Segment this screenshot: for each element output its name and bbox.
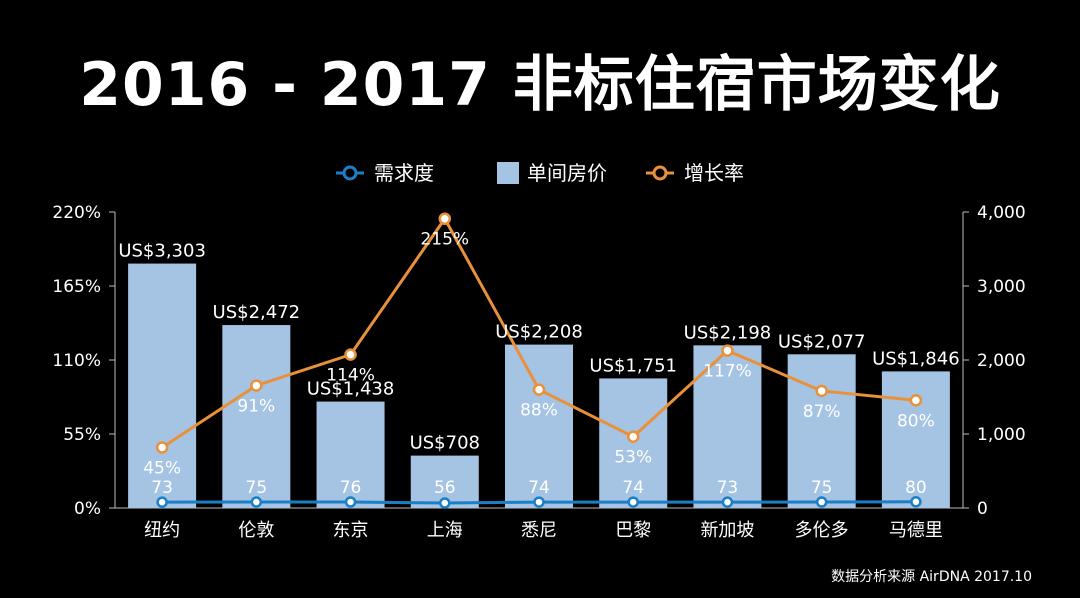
demand-point xyxy=(156,496,168,508)
price-bar xyxy=(316,401,385,508)
x-axis-category-label: 东京 xyxy=(333,520,369,541)
left-axis-tick-label: 110% xyxy=(52,351,101,371)
growth-data-label: 117% xyxy=(703,362,752,382)
price-data-label: US$1,438 xyxy=(307,379,395,400)
price-bar xyxy=(128,263,197,508)
right-axis-tick-label: 1,000 xyxy=(977,425,1026,445)
price-data-label: US$2,472 xyxy=(213,302,301,323)
price-data-label: US$2,208 xyxy=(495,322,583,343)
demand-data-label: 74 xyxy=(528,478,550,498)
demand-point xyxy=(627,496,639,508)
legend-swatch-marker xyxy=(652,165,668,181)
growth-point xyxy=(909,394,923,407)
demand-point xyxy=(344,496,357,508)
demand-data-label: 76 xyxy=(340,478,362,498)
price-data-label: US$708 xyxy=(410,433,480,454)
x-axis-category-label: 伦敦 xyxy=(238,520,274,541)
legend-swatch-marker xyxy=(342,165,358,181)
demand-point xyxy=(721,496,734,508)
right-axis-tick-label: 3,000 xyxy=(977,277,1026,297)
growth-data-label: 91% xyxy=(237,397,275,417)
growth-point xyxy=(626,430,640,443)
demand-data-label: 73 xyxy=(151,478,173,498)
legend-label: 单间房价 xyxy=(527,161,607,185)
growth-point xyxy=(532,383,546,396)
x-axis-category-label: 上海 xyxy=(427,520,463,541)
data-source-note: 数据分析来源 AirDNA 2017.10 xyxy=(831,569,1032,585)
growth-point xyxy=(721,344,734,357)
growth-point xyxy=(155,441,169,454)
demand-data-label: 74 xyxy=(622,478,644,498)
demand-point xyxy=(815,496,828,508)
price-data-label: US$3,303 xyxy=(118,241,206,262)
growth-data-label: 215% xyxy=(420,230,469,250)
x-axis-category-label: 悉尼 xyxy=(521,520,557,541)
left-axis-tick-label: 0% xyxy=(74,499,101,519)
legend-label: 增长率 xyxy=(684,161,744,185)
right-axis-tick-label: 4,000 xyxy=(977,203,1026,223)
demand-point xyxy=(533,496,545,508)
price-data-label: US$1,751 xyxy=(589,355,677,376)
x-axis-category-label: 马德里 xyxy=(889,520,943,541)
left-axis-tick-label: 165% xyxy=(52,277,101,297)
demand-point xyxy=(250,496,263,508)
right-axis-tick-label: 0 xyxy=(977,499,988,519)
demand-data-label: 80 xyxy=(905,478,927,498)
legend-label: 需求度 xyxy=(374,161,434,185)
price-data-label: US$2,077 xyxy=(778,331,866,352)
growth-point xyxy=(344,348,357,361)
legend-swatch-bar xyxy=(497,162,519,184)
growth-point xyxy=(815,384,828,398)
left-axis-tick-label: 220% xyxy=(52,203,101,223)
growth-point xyxy=(250,379,263,392)
demand-data-label: 75 xyxy=(811,478,833,498)
growth-data-label: 45% xyxy=(143,458,181,478)
demand-point xyxy=(439,497,451,509)
growth-data-label: 114% xyxy=(326,366,375,386)
x-axis-category-label: 巴黎 xyxy=(615,520,651,541)
growth-point xyxy=(438,212,452,225)
price-bar xyxy=(505,344,573,508)
growth-data-label: 53% xyxy=(614,448,652,468)
x-axis-category-label: 新加坡 xyxy=(700,520,754,541)
chart-title: 2016 - 2017 非标住宿市场变化 xyxy=(79,50,1001,120)
x-axis-category-label: 多伦多 xyxy=(795,520,849,541)
left-axis-tick-label: 55% xyxy=(63,425,101,445)
x-axis-category-label: 纽约 xyxy=(144,520,180,541)
price-bar xyxy=(222,325,291,508)
growth-data-label: 87% xyxy=(803,402,841,422)
right-axis-tick-label: 2,000 xyxy=(977,351,1026,371)
price-data-label: US$2,198 xyxy=(684,322,772,343)
price-bar xyxy=(599,378,668,508)
price-data-label: US$1,846 xyxy=(872,348,960,369)
growth-data-label: 88% xyxy=(520,401,558,421)
demand-data-label: 73 xyxy=(717,478,739,498)
demand-data-label: 56 xyxy=(434,478,456,498)
demand-point xyxy=(910,496,922,508)
growth-data-label: 80% xyxy=(897,411,935,431)
demand-data-label: 75 xyxy=(246,478,268,498)
